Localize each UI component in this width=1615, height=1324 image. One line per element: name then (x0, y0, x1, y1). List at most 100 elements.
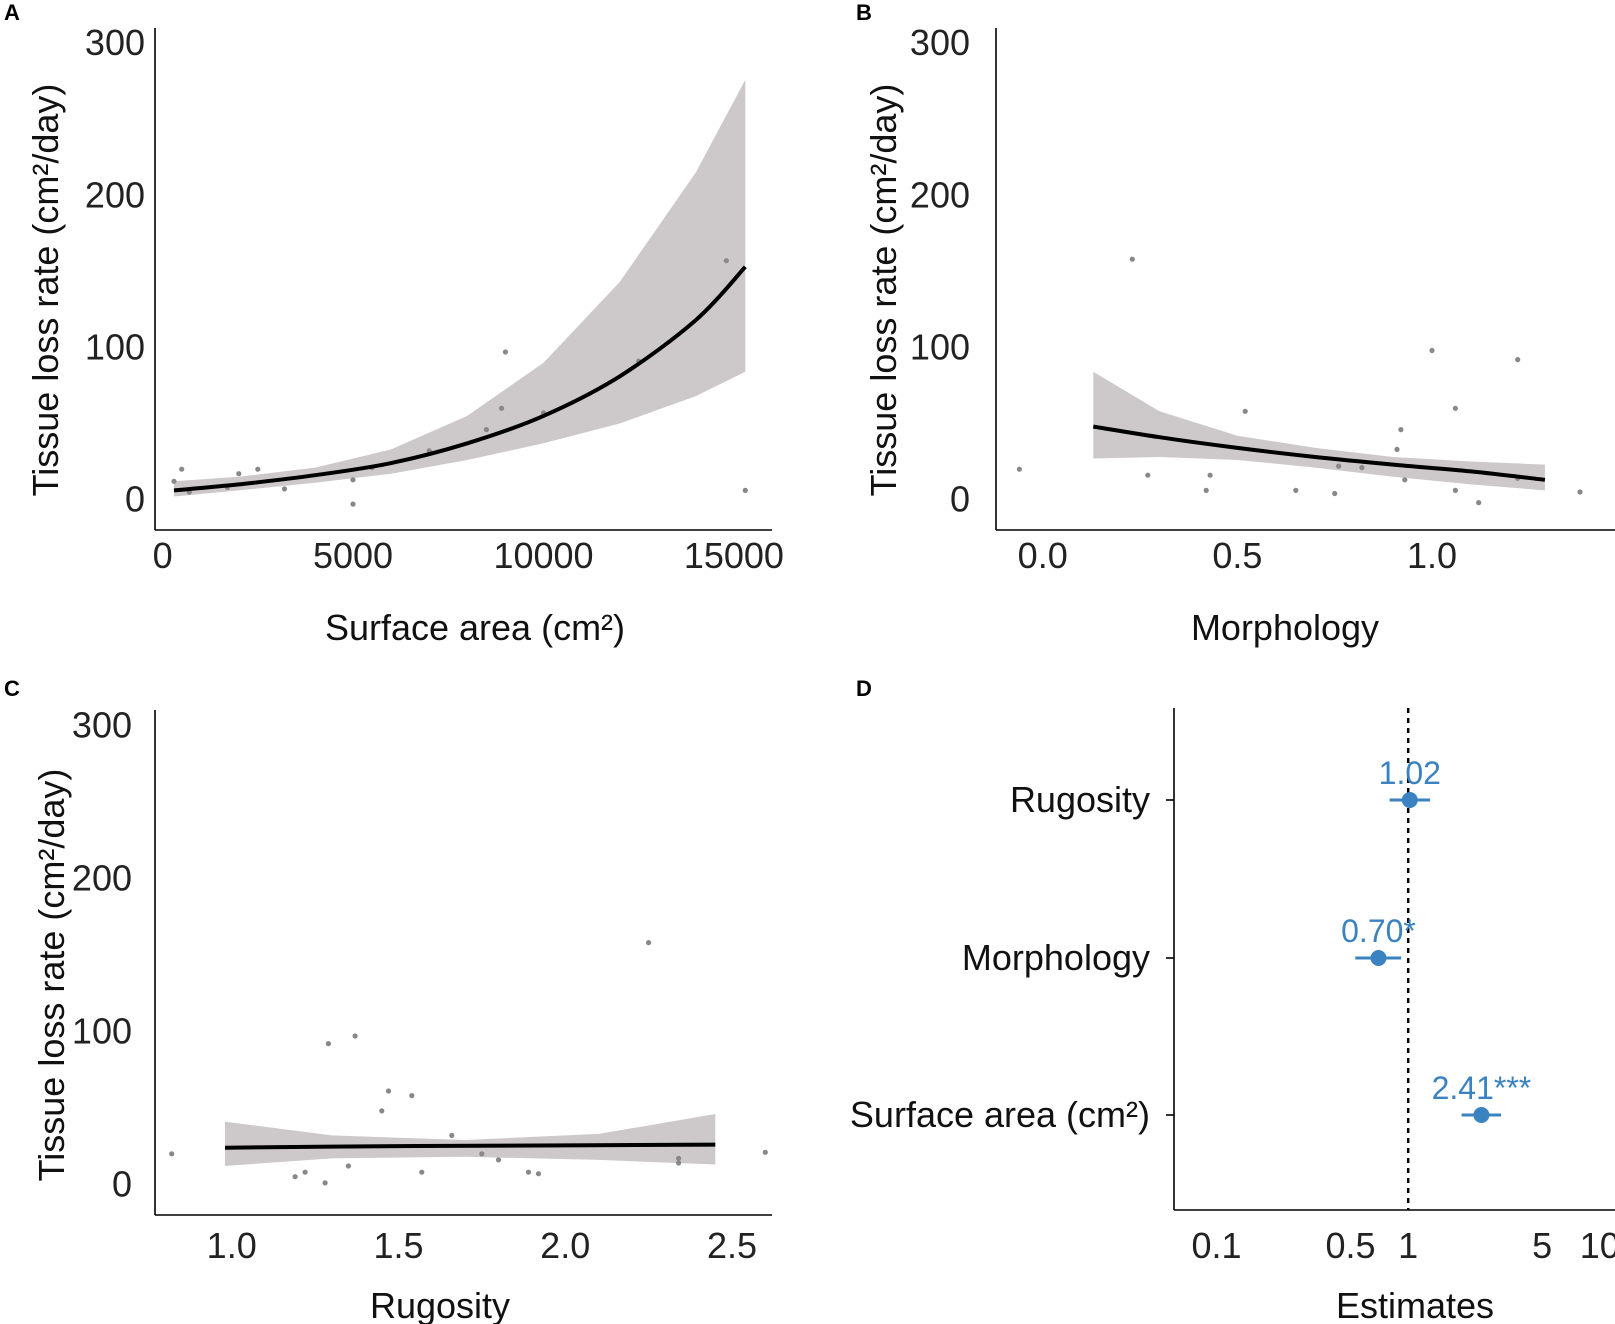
panel-a-point-11 (483, 427, 489, 433)
panel-d-x-tick-label-4: 10 (1580, 1225, 1615, 1266)
panel-c-y-tick-label-3: 300 (72, 704, 132, 745)
panel-c-y-tick-label-2: 200 (72, 857, 132, 898)
panel-c-fit-line (224, 1142, 716, 1150)
panel-b-point-12 (1402, 477, 1408, 483)
panel-b-point-17 (1515, 357, 1521, 363)
panel-a-point-8 (350, 501, 356, 507)
panel-a-x-tick-label-3: 15000 (684, 535, 784, 576)
panel-d-estimates: 1.02 0.70* 2.41*** Rugosity Morphology Surfa… (850, 708, 1615, 1324)
panel-d-estimate-point-morphology (1370, 950, 1387, 966)
panel-c-x-tick-label-3: 2.5 (707, 1225, 757, 1266)
panel-c-point-9 (409, 1093, 415, 1099)
panel-b-x-tick-label-2: 1.0 (1407, 535, 1457, 576)
panel-a-point-1 (179, 466, 185, 472)
panel-c-ticks: 1.0 1.5 2.0 2.5 0 100 200 300 (72, 704, 757, 1266)
panel-c-point-10 (419, 1169, 425, 1175)
panel-c-point-13 (495, 1157, 502, 1163)
panel-b-morphology: 0.0 0.5 1.0 0 100 200 300 Morphology Tissue lo… (863, 22, 1615, 648)
panel-a-y-tick-label-2: 200 (85, 174, 145, 215)
panel-c-y-axis-title: Tissue loss rate (cm²/day) (31, 769, 72, 1182)
panel-b-point-1 (1129, 256, 1135, 262)
panel-d-estimate-label-morphology: 0.70* (1341, 913, 1416, 949)
panel-d-estimate-point-rugosity (1401, 792, 1418, 808)
panel-c-y-tick-label-0: 0 (112, 1163, 132, 1204)
panel-c-point-18 (676, 1155, 682, 1161)
panel-c-x-tick-label-1: 1.5 (373, 1225, 423, 1266)
panel-c-point-4 (325, 1041, 331, 1047)
panel-c-rugosity: 1.0 1.5 2.0 2.5 0 100 200 300 Rugosity Tissue l… (31, 704, 772, 1324)
panel-b-point-15 (1452, 405, 1458, 411)
panel-c-point-2 (302, 1169, 308, 1175)
panel-a-y-tick-label-1: 100 (85, 327, 145, 368)
panel-b-point-2 (1145, 472, 1151, 478)
panel-d-x-tick-label-0: 0.1 (1191, 1225, 1241, 1266)
panel-letter-c: C (4, 676, 20, 701)
panel-a-fit-line (173, 265, 747, 493)
panel-c-x-tick-label-0: 1.0 (207, 1225, 257, 1266)
panel-d-ticks: Rugosity Morphology Surface area (cm²) 0.1 0… (850, 779, 1615, 1266)
panel-b-x-tick-label-1: 0.5 (1212, 535, 1262, 576)
panel-a-point-4 (236, 471, 242, 477)
panel-b-y-tick-label-2: 200 (910, 174, 970, 215)
panel-b-point-8 (1336, 463, 1342, 469)
panel-a-point-17 (742, 487, 748, 493)
panel-a-surface-area: 0 5000 10000 15000 0 100 200 300 Surface area (… (25, 22, 784, 648)
panel-b-point-0 (1016, 466, 1023, 472)
panel-c-point-5 (345, 1163, 351, 1169)
panel-d-estimate-label-rugosity: 1.02 (1379, 755, 1441, 791)
panel-a-x-tick-label-1: 5000 (313, 535, 393, 576)
panel-a-x-axis-title: Surface area (cm²) (325, 607, 625, 648)
panel-a-point-13 (502, 349, 508, 355)
panel-a-confidence-band (174, 79, 746, 497)
panel-b-plot-layer (1016, 256, 1583, 506)
panel-letter-b: B (856, 0, 872, 25)
panel-a-point-16 (723, 258, 729, 264)
panel-b-point-19 (1577, 489, 1583, 495)
panel-b-x-axis-title: Morphology (1191, 607, 1379, 648)
panel-c-point-12 (479, 1151, 485, 1157)
panel-b-y-tick-label-1: 100 (910, 327, 970, 368)
panel-b-point-13 (1429, 347, 1435, 354)
panel-a-x-tick-label-0: 0 (153, 535, 173, 576)
panel-c-point-11 (449, 1132, 455, 1138)
panel-c-point-16 (646, 940, 652, 946)
panel-c-point-8 (385, 1088, 392, 1094)
panel-b-point-11 (1398, 427, 1404, 433)
panel-b-fit-line (1092, 424, 1546, 482)
panel-c-point-1 (292, 1174, 298, 1180)
panel-a-y-tick-label-0: 0 (125, 479, 145, 520)
panel-b-point-14 (1452, 487, 1458, 493)
panel-a-plot-layer (171, 79, 748, 507)
panel-a-point-7 (350, 477, 356, 483)
panel-b-point-10 (1394, 446, 1400, 452)
panel-a-point-12 (499, 405, 505, 411)
panel-b-confidence-band (1093, 371, 1545, 491)
panel-c-point-15 (535, 1171, 542, 1177)
panel-d-x-axis-title: Estimates (1336, 1285, 1494, 1324)
panel-c-point-17 (676, 1160, 682, 1166)
panel-b-y-tick-label-3: 300 (910, 22, 970, 63)
panel-d-plot-layer: 1.02 0.70* 2.41*** (1341, 708, 1531, 1210)
panel-b-point-6 (1293, 487, 1299, 493)
panel-c-point-0 (169, 1151, 175, 1157)
panel-b-ticks: 0.0 0.5 1.0 0 100 200 300 (910, 22, 1457, 576)
panel-d-estimate-point-surface-area-cm (1473, 1107, 1490, 1123)
panel-c-point-6 (352, 1033, 358, 1039)
panel-a-y-axis-title: Tissue loss rate (cm²/day) (25, 84, 66, 497)
panel-d-x-tick-label-1: 0.5 (1325, 1225, 1375, 1266)
panel-c-point-3 (322, 1180, 328, 1186)
panel-b-y-tick-label-0: 0 (950, 479, 970, 520)
panel-b-point-4 (1207, 472, 1213, 478)
panel-c-x-axis-title: Rugosity (370, 1285, 510, 1324)
panel-d-x-tick-label-3: 5 (1532, 1225, 1552, 1266)
panel-c-confidence-band (225, 1114, 716, 1166)
panel-c-plot-layer (169, 940, 768, 1186)
panel-letter-d: D (856, 676, 872, 701)
panel-c-x-tick-label-2: 2.0 (540, 1225, 590, 1266)
panel-letter-a: A (4, 0, 20, 25)
panel-b-point-3 (1203, 487, 1209, 493)
panel-b-point-16 (1476, 500, 1482, 506)
panel-d-estimate-label-surface-area-cm: 2.41*** (1432, 1070, 1532, 1106)
panel-a-point-5 (255, 466, 261, 472)
